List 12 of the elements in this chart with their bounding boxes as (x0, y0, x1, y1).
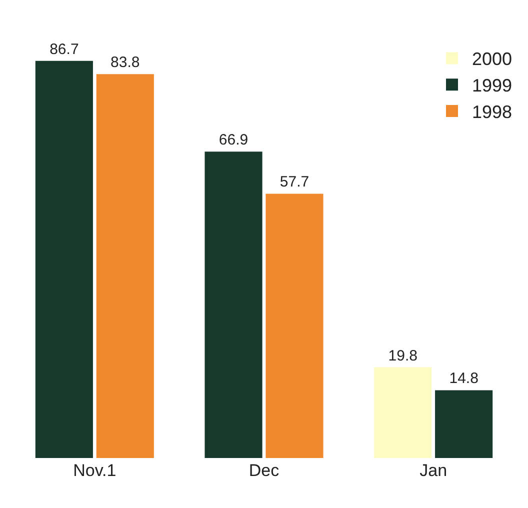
legend-label: 1999 (472, 76, 512, 96)
legend-label: 1998 (472, 102, 512, 122)
legend-label: 2000 (472, 49, 512, 70)
data-label: 66.9 (218, 132, 248, 149)
data-label: 14.8 (449, 370, 478, 388)
x-tick-label: Dec (248, 461, 280, 480)
data-label: 86.7 (50, 40, 79, 58)
data-label: 83.8 (110, 54, 140, 72)
x-tick-label: Jan (420, 461, 448, 480)
data-label: 57.7 (280, 174, 310, 191)
data-label: 19.8 (388, 347, 418, 364)
x-tick-label: Nov.1 (73, 461, 116, 480)
